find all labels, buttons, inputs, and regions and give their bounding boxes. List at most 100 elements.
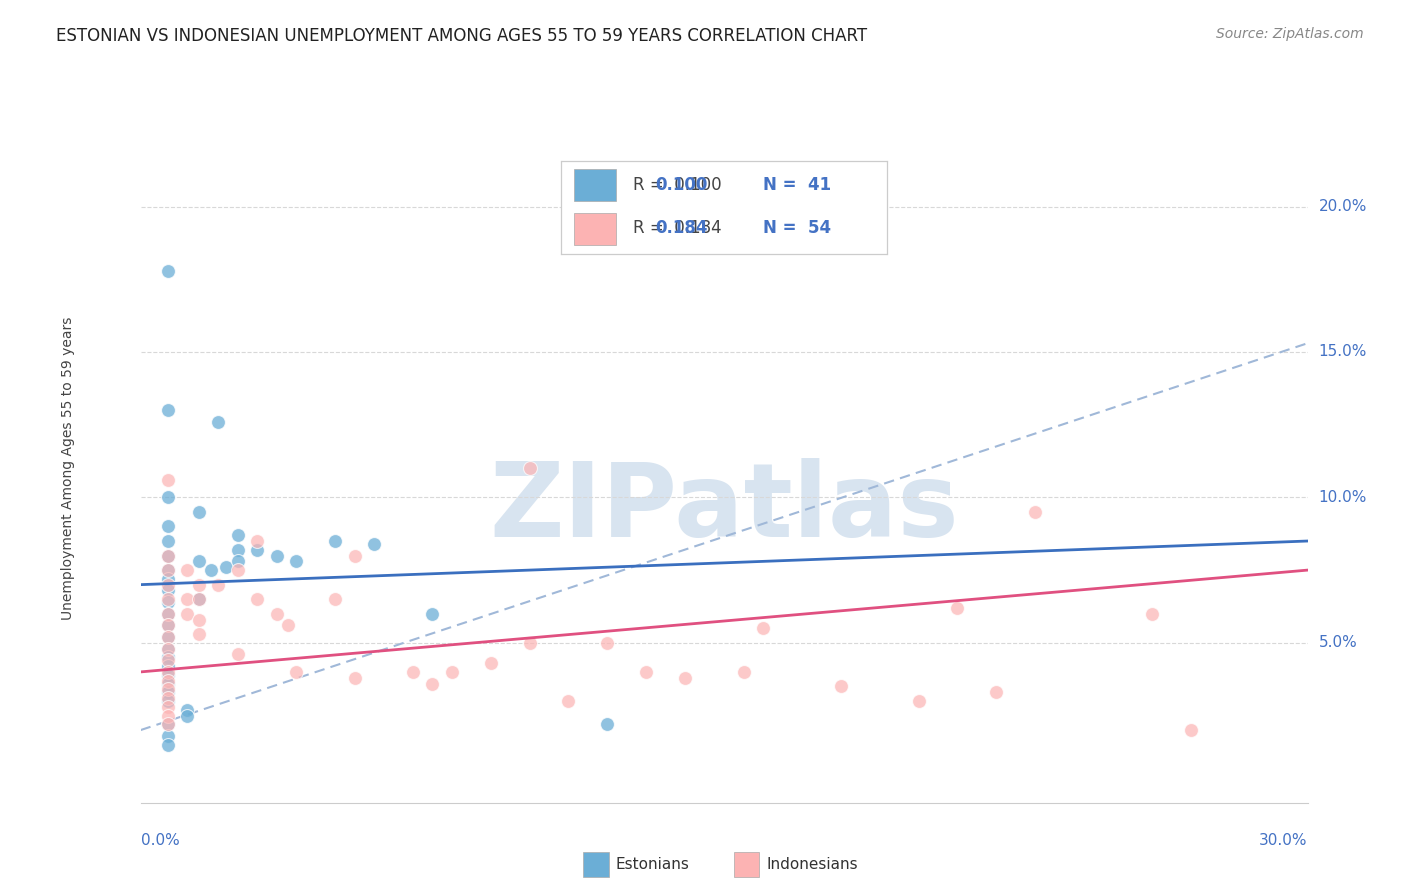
Point — [156, 699, 179, 714]
Point — [156, 694, 179, 708]
Point — [596, 636, 619, 650]
Point — [156, 676, 179, 690]
Point — [343, 671, 366, 685]
Point — [422, 676, 444, 690]
Point — [156, 708, 179, 723]
Text: N =  54: N = 54 — [763, 219, 831, 237]
Point — [636, 665, 658, 679]
Point — [246, 542, 269, 557]
Point — [156, 738, 179, 752]
Point — [187, 554, 211, 568]
Point — [156, 263, 179, 277]
Text: ZIPatlas: ZIPatlas — [489, 458, 959, 559]
Point — [156, 519, 179, 533]
Point — [156, 607, 179, 621]
Point — [187, 627, 211, 641]
Point — [156, 630, 179, 644]
Point — [156, 577, 179, 591]
Point — [156, 549, 179, 563]
Point — [156, 653, 179, 667]
Point — [156, 403, 179, 417]
Point — [1140, 607, 1163, 621]
Point — [363, 537, 385, 551]
Point — [266, 607, 288, 621]
Point — [596, 717, 619, 731]
Point — [156, 630, 179, 644]
Point — [187, 577, 211, 591]
Point — [402, 665, 425, 679]
Text: 0.100: 0.100 — [655, 176, 707, 194]
Point — [156, 665, 179, 679]
Point — [557, 694, 579, 708]
Point — [156, 682, 179, 697]
Point — [156, 685, 179, 699]
Text: Estonians: Estonians — [616, 857, 690, 871]
Point — [176, 563, 198, 577]
Point — [156, 592, 179, 607]
Point — [215, 560, 238, 574]
Point — [479, 656, 502, 670]
Point — [519, 636, 541, 650]
Point — [277, 618, 299, 632]
Point — [323, 592, 346, 607]
Point — [156, 618, 179, 632]
Point — [830, 680, 852, 694]
Point — [285, 665, 308, 679]
Point — [156, 729, 179, 743]
Point — [285, 554, 308, 568]
Point — [422, 607, 444, 621]
Point — [156, 673, 179, 688]
Bar — [574, 213, 616, 245]
Text: R =  0.184: R = 0.184 — [633, 219, 721, 237]
Point — [156, 618, 179, 632]
Point — [187, 505, 211, 519]
Point — [156, 717, 179, 731]
Point — [226, 528, 249, 542]
Point — [176, 592, 198, 607]
Point — [176, 703, 198, 717]
Bar — [574, 169, 616, 201]
Text: 15.0%: 15.0% — [1319, 344, 1367, 359]
Point — [156, 650, 179, 665]
Point — [226, 563, 249, 577]
Point — [187, 592, 211, 607]
Point — [187, 613, 211, 627]
Text: 10.0%: 10.0% — [1319, 490, 1367, 505]
Point — [246, 592, 269, 607]
Point — [156, 549, 179, 563]
Point — [200, 563, 222, 577]
Text: R =  0.100: R = 0.100 — [633, 176, 721, 194]
Point — [156, 563, 179, 577]
Point — [156, 691, 179, 706]
Text: Indonesians: Indonesians — [766, 857, 858, 871]
Text: ESTONIAN VS INDONESIAN UNEMPLOYMENT AMONG AGES 55 TO 59 YEARS CORRELATION CHART: ESTONIAN VS INDONESIAN UNEMPLOYMENT AMON… — [56, 27, 868, 45]
Text: 0.0%: 0.0% — [141, 833, 180, 848]
Text: Source: ZipAtlas.com: Source: ZipAtlas.com — [1216, 27, 1364, 41]
Point — [156, 595, 179, 609]
Point — [156, 668, 179, 682]
Point — [207, 577, 229, 591]
Point — [673, 671, 696, 685]
Point — [156, 534, 179, 549]
Point — [226, 648, 249, 662]
Point — [156, 641, 179, 656]
Point — [752, 621, 775, 635]
Text: 5.0%: 5.0% — [1319, 635, 1357, 650]
Point — [156, 572, 179, 586]
Point — [156, 607, 179, 621]
Point — [440, 665, 463, 679]
Point — [156, 641, 179, 656]
Point — [946, 601, 969, 615]
Text: 20.0%: 20.0% — [1319, 199, 1367, 214]
Point — [226, 554, 249, 568]
Point — [1024, 505, 1046, 519]
Point — [156, 473, 179, 487]
Text: Unemployment Among Ages 55 to 59 years: Unemployment Among Ages 55 to 59 years — [62, 317, 76, 620]
Point — [176, 607, 198, 621]
Point — [733, 665, 755, 679]
Point — [519, 461, 541, 475]
Text: 30.0%: 30.0% — [1260, 833, 1308, 848]
Point — [176, 708, 198, 723]
Point — [156, 717, 179, 731]
Point — [156, 583, 179, 598]
